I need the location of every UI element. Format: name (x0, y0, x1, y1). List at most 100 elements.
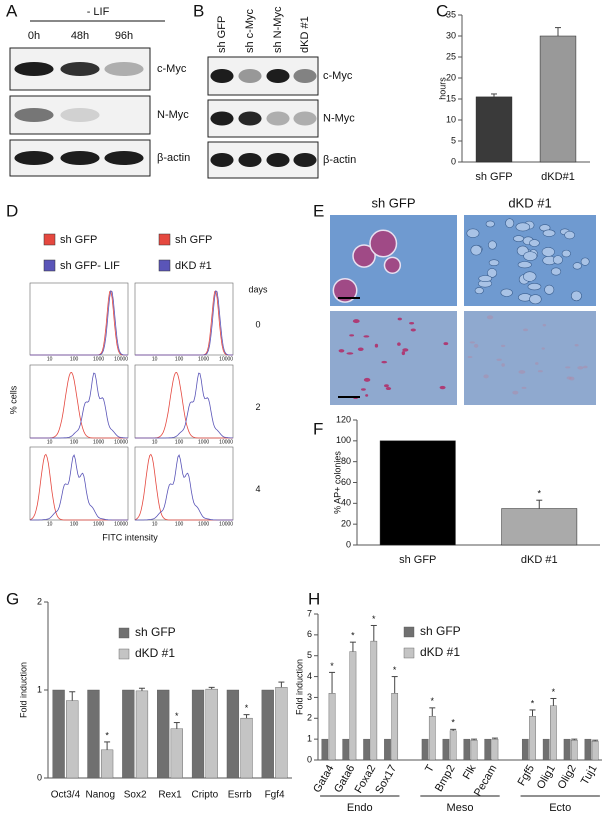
band (238, 69, 262, 83)
stained-cell (349, 334, 355, 337)
day-label: 0 (255, 319, 260, 329)
x-tick-label: 10 (47, 439, 53, 445)
panel-label: G (6, 589, 19, 608)
cell (517, 261, 532, 269)
x-tick-label: Tuj1 (579, 763, 600, 787)
band (60, 62, 100, 76)
panel-label: C (436, 1, 448, 20)
y-tick-label: 5 (451, 135, 456, 145)
cell (523, 271, 537, 282)
cell (515, 222, 531, 232)
bar (428, 716, 436, 761)
stained-cell (521, 386, 527, 389)
band (210, 69, 234, 83)
y-tick-label: 80 (341, 456, 351, 466)
band (238, 153, 262, 167)
cell (500, 288, 513, 297)
bar (470, 739, 478, 761)
legend-swatch (158, 259, 171, 272)
stained-cell (365, 394, 369, 397)
x-tick-label: Olig2 (556, 763, 579, 791)
colony (383, 256, 402, 274)
stained-cell (583, 365, 588, 369)
cell (544, 284, 555, 295)
histogram-frame (134, 282, 234, 356)
stained-cell (512, 390, 519, 395)
cell (478, 275, 493, 282)
legend-label: sh GFP- LIF (60, 260, 120, 272)
x-tick-label: 10 (152, 521, 158, 527)
significance-mark: * (393, 665, 397, 675)
y-tick-label: 0 (451, 156, 456, 166)
cell (485, 220, 495, 228)
stained-cell (397, 342, 401, 346)
day-label: 4 (255, 484, 260, 494)
bar (191, 689, 205, 779)
band (104, 151, 144, 165)
y-tick-label: 100 (336, 435, 351, 445)
bar (563, 738, 571, 761)
stained-cell (439, 385, 446, 390)
stained-cell (352, 319, 360, 324)
histogram-frame (29, 282, 129, 356)
stained-cell (363, 335, 370, 338)
significance-mark: * (351, 631, 355, 641)
bar (170, 728, 183, 779)
legend-label: dKD #1 (135, 646, 175, 660)
significance-mark: * (431, 696, 435, 706)
stained-cell (381, 360, 388, 364)
bar (52, 689, 65, 779)
bar (135, 690, 149, 779)
bar (157, 689, 170, 779)
y-tick-label: 3 (307, 692, 312, 702)
bar (342, 738, 350, 761)
significance-mark: * (105, 730, 109, 740)
bar (584, 738, 592, 761)
group-label: Endo (347, 802, 373, 814)
stained-cell (483, 374, 489, 379)
cell (488, 259, 500, 267)
bar (475, 96, 513, 163)
y-tick-label: 1 (307, 734, 312, 744)
bar (542, 738, 550, 761)
x-tick-label: 10000 (114, 356, 128, 362)
panel-label: H (308, 589, 320, 608)
lane-label: 48h (71, 30, 89, 42)
bar (321, 738, 329, 761)
significance-mark: * (175, 711, 179, 721)
x-tick-label: Rex1 (158, 790, 182, 801)
x-tick-label: 10 (152, 356, 158, 362)
x-tick-label: 10000 (219, 521, 233, 527)
x-tick-label: 100 (175, 439, 184, 445)
band (238, 111, 262, 126)
stained-cell (443, 342, 449, 346)
stained-cell (574, 344, 579, 347)
y-tick-label: 0 (37, 772, 42, 782)
cell (561, 249, 571, 258)
cell (542, 229, 556, 237)
x-tick-label: 100 (70, 521, 79, 527)
bar (491, 738, 499, 761)
band (14, 151, 54, 165)
x-tick-label: 100 (70, 439, 79, 445)
x-tick-label: 10000 (114, 439, 128, 445)
bar (570, 739, 578, 761)
bar (539, 35, 577, 163)
panel-label: B (193, 1, 204, 20)
legend-label: dKD #1 (175, 260, 212, 272)
bar (122, 689, 135, 779)
x-tick-label: Flk (461, 763, 479, 782)
significance-mark: * (245, 703, 249, 713)
x-tick-label: dKD #1 (521, 554, 558, 566)
band (293, 153, 317, 167)
x-tick-label: Sox17 (373, 763, 399, 796)
band (266, 153, 290, 167)
stained-cell (346, 352, 354, 355)
x-tick-label: 10000 (219, 356, 233, 362)
cell (505, 218, 515, 228)
bar (100, 749, 114, 779)
x-tick-label: sh GFP (475, 171, 512, 183)
bar (328, 693, 336, 761)
x-tick-label: Olig1 (535, 763, 558, 791)
stained-cell (402, 348, 409, 352)
